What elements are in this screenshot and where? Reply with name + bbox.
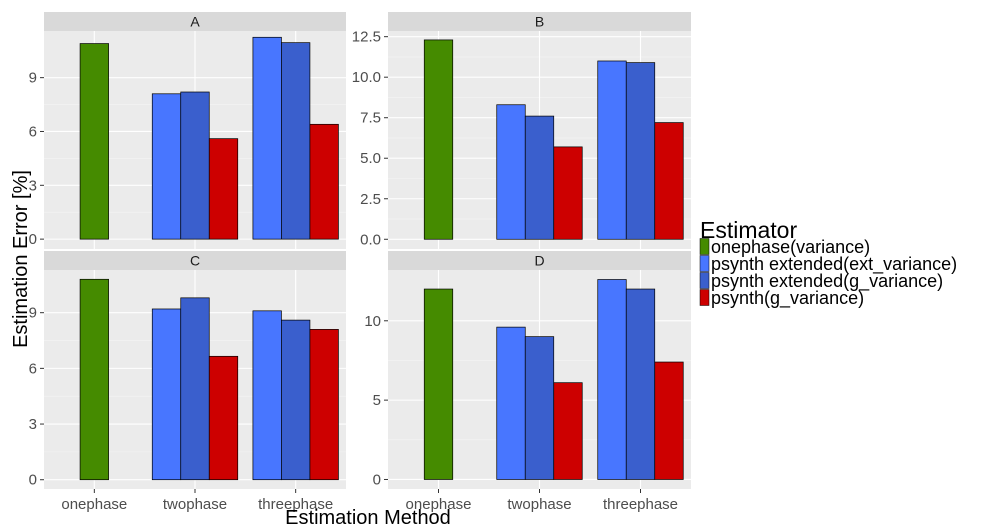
facet-label: B — [535, 14, 544, 30]
legend-label: onephase(variance) — [711, 237, 870, 257]
panel-b: B 0.0 2.5 5.0 7.5 10.0 12.5 — [352, 12, 691, 249]
y-tick-label: 10 — [364, 313, 381, 330]
facet-strip — [44, 12, 346, 31]
bar — [151, 308, 182, 481]
y-tick-label: 3 — [29, 416, 37, 433]
bar — [151, 93, 182, 240]
y-tick-label: 0 — [29, 472, 37, 489]
bar — [625, 62, 656, 240]
bar — [597, 279, 627, 480]
y-tick-label: 6 — [29, 123, 37, 140]
bar — [423, 39, 454, 240]
panel-d: D 0 5 10 onephase twophase threephase — [364, 251, 691, 513]
y-tick-label: 3 — [29, 177, 37, 194]
legend-key — [699, 238, 710, 255]
bar — [654, 361, 684, 480]
y-tick-label: 0 — [29, 231, 37, 248]
legend-key — [699, 289, 710, 306]
facet-strip — [44, 251, 346, 270]
legend-label: psynth extended(g_variance) — [711, 271, 943, 292]
y-tick-label: 2.5 — [360, 191, 381, 208]
bar — [281, 319, 311, 481]
bar — [625, 288, 656, 480]
bar — [496, 104, 526, 240]
bar — [597, 60, 627, 240]
y-axis-title: Estimation Error [%] — [10, 170, 32, 348]
bar — [252, 36, 282, 240]
facet-label: A — [190, 14, 200, 30]
legend-label: psynth(g_variance) — [711, 288, 864, 309]
y-tick-label: 9 — [29, 70, 37, 87]
bar — [423, 288, 454, 480]
bar — [281, 42, 311, 240]
panel-a: A 0 3 6 9 — [29, 12, 346, 249]
y-tick-label: 5 — [373, 392, 381, 409]
bar — [208, 355, 239, 481]
panel-c: C 0 3 6 9 onephase twophase threephase — [29, 251, 346, 513]
bar — [524, 115, 555, 240]
legend-key — [699, 255, 710, 272]
y-tick-label: 0.0 — [360, 231, 381, 248]
y-tick-label: 12.5 — [352, 29, 381, 46]
bar — [553, 146, 583, 240]
bar — [252, 310, 282, 481]
bar — [79, 43, 109, 240]
bar — [553, 382, 583, 480]
bar — [180, 91, 210, 240]
bar — [79, 278, 109, 481]
x-tick-label: threephase — [258, 496, 333, 513]
legend-title: Estimator — [700, 217, 797, 243]
facet-strip — [388, 12, 691, 31]
x-axis-title: Estimation Method — [285, 507, 451, 527]
bar — [496, 326, 526, 480]
x-tick-label: onephase — [61, 496, 127, 513]
bar — [524, 336, 555, 480]
bar — [180, 297, 210, 481]
y-tick-label: 9 — [29, 305, 37, 322]
y-tick-label: 6 — [29, 360, 37, 377]
bar — [309, 329, 339, 481]
facet-label: C — [190, 253, 200, 269]
y-tick-label: 10.0 — [352, 69, 381, 86]
facet-strip — [388, 251, 691, 270]
legend-key — [699, 272, 710, 289]
facet-label: D — [534, 253, 544, 269]
x-tick-label: twophase — [163, 496, 227, 513]
bar — [208, 138, 239, 240]
legend-label: psynth extended(ext_variance) — [711, 254, 957, 275]
bar — [309, 123, 339, 240]
y-tick-label: 5.0 — [360, 150, 381, 167]
y-tick-label: 0 — [373, 471, 381, 488]
x-tick-label: threephase — [603, 496, 678, 513]
y-tick-label: 7.5 — [360, 110, 381, 127]
bar — [654, 122, 684, 240]
x-tick-label: onephase — [406, 496, 472, 513]
x-tick-label: twophase — [507, 496, 571, 513]
